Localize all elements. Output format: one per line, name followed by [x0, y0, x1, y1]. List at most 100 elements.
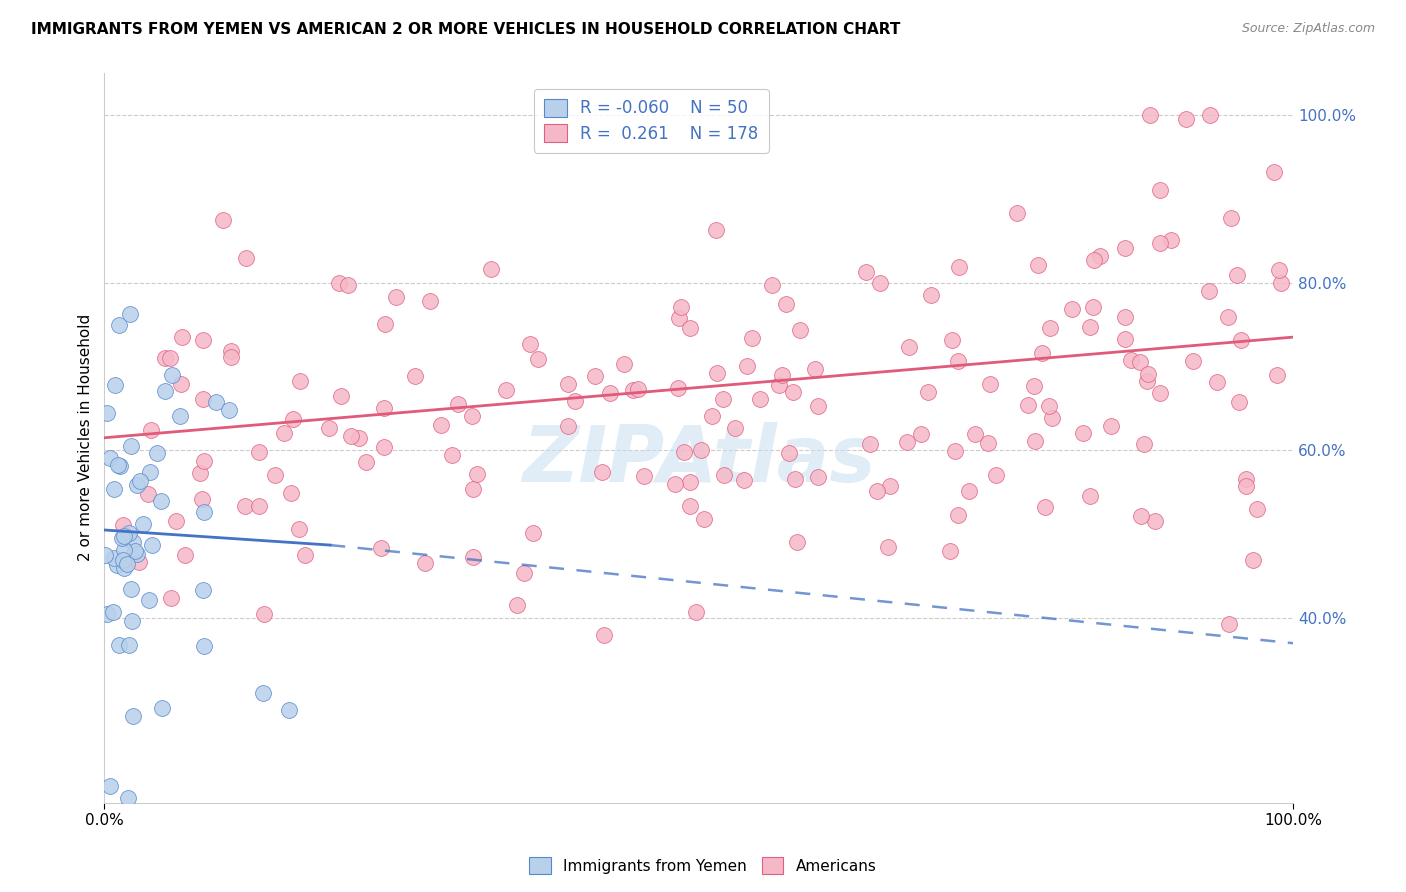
Point — [1241, 553, 1264, 567]
Point — [671, 300, 693, 314]
Text: Source: ZipAtlas.com: Source: ZipAtlas.com — [1241, 22, 1375, 36]
Point — [1198, 284, 1220, 298]
Point — [339, 429, 361, 443]
Point — [108, 458, 131, 473]
Point — [447, 396, 470, 410]
Legend: R = -0.060    N = 50, R =  0.261    N = 178: R = -0.060 N = 50, R = 0.261 N = 178 — [534, 88, 769, 153]
Point — [807, 470, 830, 484]
Point — [460, 409, 482, 424]
Point — [1139, 108, 1161, 122]
Point — [855, 265, 877, 279]
Point — [1114, 241, 1136, 255]
Point — [385, 290, 408, 304]
Point — [679, 321, 702, 335]
Point — [664, 477, 686, 491]
Point — [141, 538, 163, 552]
Point — [1039, 321, 1062, 335]
Point — [1024, 434, 1046, 448]
Point — [373, 440, 395, 454]
Point — [193, 639, 215, 653]
Point — [128, 555, 150, 569]
Point — [98, 779, 121, 793]
Point — [1114, 310, 1136, 324]
Point — [218, 403, 240, 417]
Point — [1137, 368, 1160, 382]
Point — [1078, 319, 1101, 334]
Point — [1031, 346, 1053, 360]
Point — [118, 639, 141, 653]
Point — [336, 278, 359, 293]
Point — [107, 318, 129, 332]
Point — [723, 421, 745, 435]
Point — [188, 467, 211, 481]
Point — [986, 467, 1008, 482]
Point — [613, 357, 636, 371]
Point — [1133, 437, 1156, 451]
Point — [94, 548, 117, 562]
Point — [1078, 489, 1101, 503]
Point — [264, 468, 287, 483]
Point — [1143, 515, 1166, 529]
Point — [1198, 108, 1220, 122]
Point — [273, 425, 295, 440]
Point — [896, 434, 918, 449]
Point — [666, 381, 689, 395]
Point — [138, 593, 160, 607]
Point — [946, 508, 969, 522]
Point — [920, 288, 942, 302]
Point — [280, 486, 302, 500]
Point — [122, 534, 145, 549]
Point — [673, 444, 696, 458]
Point — [778, 446, 800, 460]
Point — [1270, 276, 1292, 290]
Point — [104, 377, 127, 392]
Point — [897, 340, 920, 354]
Point — [917, 384, 939, 399]
Point — [768, 378, 790, 392]
Point — [946, 353, 969, 368]
Point — [328, 276, 350, 290]
Point — [169, 409, 191, 423]
Point — [938, 544, 960, 558]
Point — [193, 454, 215, 468]
Point — [107, 638, 129, 652]
Point — [150, 701, 173, 715]
Point — [124, 544, 146, 558]
Point — [633, 469, 655, 483]
Point — [711, 392, 734, 407]
Point — [679, 499, 702, 513]
Point — [479, 262, 502, 277]
Point — [1099, 419, 1122, 434]
Point — [277, 703, 299, 717]
Point — [1234, 472, 1257, 486]
Point — [522, 526, 544, 541]
Point — [869, 276, 891, 290]
Point — [463, 549, 485, 564]
Point — [1114, 333, 1136, 347]
Point — [463, 482, 485, 496]
Point — [191, 582, 214, 597]
Point — [713, 467, 735, 482]
Point — [294, 548, 316, 562]
Point — [1040, 411, 1063, 425]
Point — [349, 431, 371, 445]
Point — [169, 376, 191, 391]
Point — [139, 466, 162, 480]
Point — [963, 427, 986, 442]
Point — [592, 628, 614, 642]
Text: ZIPAtlas: ZIPAtlas — [522, 422, 876, 498]
Legend: Immigrants from Yemen, Americans: Immigrants from Yemen, Americans — [523, 851, 883, 880]
Point — [1218, 310, 1240, 324]
Point — [120, 582, 142, 596]
Point — [941, 333, 963, 347]
Point — [172, 330, 194, 344]
Point — [233, 499, 256, 513]
Y-axis label: 2 or more Vehicles in Household: 2 or more Vehicles in Household — [79, 314, 93, 561]
Point — [101, 605, 124, 619]
Point — [1090, 249, 1112, 263]
Point — [112, 561, 135, 575]
Point — [1227, 395, 1250, 409]
Point — [977, 435, 1000, 450]
Point — [136, 486, 159, 500]
Point — [877, 540, 900, 554]
